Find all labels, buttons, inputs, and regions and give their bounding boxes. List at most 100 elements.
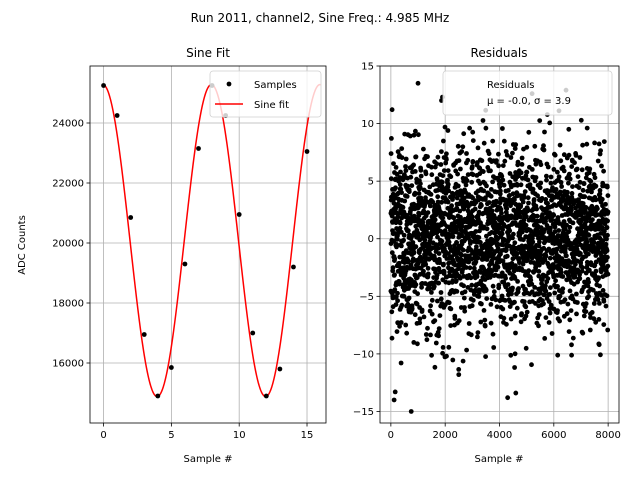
residual-point	[567, 288, 573, 294]
residual-point	[591, 243, 596, 249]
residual-point	[506, 188, 511, 193]
residual-point	[577, 155, 583, 160]
residual-point	[554, 246, 560, 252]
residual-point	[541, 147, 547, 153]
residual-point	[525, 195, 531, 201]
residual-point	[523, 313, 529, 319]
residual-point	[585, 283, 591, 289]
residual-point	[459, 149, 465, 154]
residual-point	[562, 297, 568, 303]
residual-point	[605, 232, 610, 238]
residual-point	[579, 206, 584, 212]
residual-point	[605, 218, 610, 224]
sine-fit-legend-box	[209, 70, 322, 118]
residual-point	[582, 194, 588, 200]
residual-point	[473, 229, 479, 234]
sample-point	[101, 83, 106, 88]
residual-point	[475, 334, 480, 340]
residual-point	[522, 189, 528, 195]
residual-point	[389, 309, 395, 315]
residual-point	[504, 321, 509, 327]
residual-point	[500, 163, 506, 169]
residual-point	[577, 276, 583, 281]
residual-point	[455, 171, 460, 177]
residuals-ytick-label: −10	[353, 349, 374, 360]
residual-point	[504, 206, 510, 212]
residual-point	[458, 214, 463, 220]
residual-point	[597, 188, 603, 193]
residual-point	[467, 241, 473, 246]
residual-point	[536, 262, 542, 268]
residual-point	[514, 251, 520, 257]
residual-point	[425, 210, 431, 216]
residual-point	[421, 314, 427, 320]
residual-point	[407, 133, 413, 139]
residual-point	[455, 143, 461, 149]
residual-point	[467, 265, 473, 271]
residual-point	[469, 179, 475, 185]
residual-point	[440, 173, 446, 179]
residual-point	[399, 215, 404, 221]
residual-point	[472, 206, 478, 212]
residual-point	[518, 170, 524, 176]
residual-point	[479, 203, 484, 208]
residual-point	[423, 332, 429, 337]
residual-point	[586, 232, 592, 238]
residual-point	[536, 273, 542, 279]
residual-point	[518, 203, 524, 209]
residual-point	[475, 255, 481, 261]
residual-point	[524, 169, 530, 175]
residual-point	[413, 128, 418, 134]
residual-point	[549, 331, 555, 336]
residual-point	[512, 365, 517, 370]
residual-point	[552, 290, 558, 296]
residual-point	[482, 323, 488, 329]
residual-point	[436, 326, 442, 331]
residual-point	[456, 318, 462, 324]
residual-point	[409, 183, 415, 189]
residual-point	[435, 199, 441, 205]
residual-point	[524, 144, 530, 150]
residual-point	[529, 281, 535, 287]
residual-point	[446, 344, 452, 350]
residual-outlier-point	[456, 372, 462, 378]
sample-point	[141, 332, 147, 337]
residual-point	[496, 163, 501, 169]
residual-point	[577, 272, 582, 277]
residual-point	[541, 245, 547, 251]
residual-point	[427, 286, 432, 291]
residual-point	[587, 267, 592, 273]
sine-fit-line	[103, 83, 321, 398]
residual-point	[439, 199, 444, 205]
residual-point	[586, 279, 591, 285]
residual-point	[401, 232, 407, 238]
residual-point	[445, 177, 450, 183]
sine-fit-xlabel: Sample #	[183, 454, 232, 465]
sine-fit-panel: Sine Fit Sample # ADC Counts 0 5 10 15 16000…	[17, 46, 327, 465]
residual-point	[510, 285, 515, 291]
residual-point	[413, 154, 419, 160]
residual-point	[429, 164, 434, 170]
residual-point	[555, 169, 560, 175]
sine-fit-xtick-label: 15	[301, 430, 314, 441]
residual-point	[398, 360, 404, 366]
residual-point	[532, 143, 538, 149]
residual-point	[414, 275, 420, 280]
residual-point	[605, 263, 611, 269]
residual-point	[435, 298, 440, 304]
sine-fit-xtick-label: 0	[100, 430, 106, 441]
residual-point	[462, 305, 467, 310]
residual-point	[569, 164, 575, 170]
residual-point	[598, 148, 603, 154]
residual-point	[388, 176, 394, 182]
residual-point	[538, 180, 544, 186]
residual-point	[428, 332, 433, 338]
sine-fit-title: Sine Fit	[186, 46, 230, 60]
sample-point	[263, 393, 269, 399]
residual-point	[495, 241, 501, 247]
residual-point	[604, 248, 610, 254]
residual-point	[547, 310, 553, 316]
residual-point	[439, 179, 445, 185]
residual-point	[553, 278, 558, 284]
residual-point	[470, 297, 476, 303]
